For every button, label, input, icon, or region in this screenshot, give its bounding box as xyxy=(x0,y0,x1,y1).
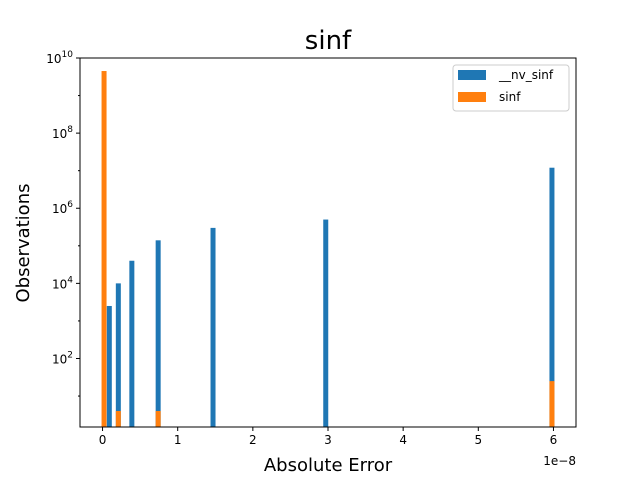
legend-swatch-sinf xyxy=(458,92,486,102)
y-tick-label: 106 xyxy=(52,200,73,216)
x-tick-label: 2 xyxy=(249,433,257,447)
bar-nv-sinf-6 xyxy=(549,167,555,427)
x-tick-label: 5 xyxy=(474,433,482,447)
bar-nv-sinf-1 xyxy=(115,283,121,427)
y-tick-label: 1010 xyxy=(46,50,73,66)
x-tick-label: 3 xyxy=(324,433,332,447)
y-tick-label: 102 xyxy=(52,350,73,366)
legend-label-nv-sinf: __nv_sinf xyxy=(498,68,554,82)
y-axis-title: Observations xyxy=(13,184,34,303)
bar-nv-sinf-0 xyxy=(106,305,112,427)
chart-title: sinf xyxy=(305,26,352,56)
legend: __nv_sinf sinf xyxy=(452,64,570,112)
x-axis-title: Absolute Error xyxy=(264,455,393,476)
legend-swatch-nv-sinf xyxy=(458,70,486,80)
x-axis-ticks: 0 1 2 3 4 5 6 xyxy=(99,427,558,447)
bars-layer xyxy=(101,71,555,427)
legend-label-sinf: sinf xyxy=(499,90,521,104)
bar-sinf-1 xyxy=(115,411,121,427)
bar-nv-sinf-2 xyxy=(129,260,135,427)
bar-nv-sinf-5 xyxy=(323,219,329,427)
plot-frame xyxy=(79,57,577,428)
x-tick-label: 1 xyxy=(174,433,182,447)
bar-nv-sinf-3 xyxy=(155,240,161,427)
bar-sinf-3 xyxy=(549,381,555,427)
bar-nv-sinf-4 xyxy=(210,227,216,427)
x-tick-label: 4 xyxy=(399,433,407,447)
y-tick-label: 108 xyxy=(52,125,73,141)
x-tick-label: 6 xyxy=(550,433,558,447)
x-axis-offset-label: 1e−8 xyxy=(543,454,576,468)
x-tick-label: 0 xyxy=(99,433,107,447)
bar-sinf-0 xyxy=(101,71,107,427)
y-tick-label: 104 xyxy=(52,275,73,291)
bar-sinf-2 xyxy=(155,411,161,427)
